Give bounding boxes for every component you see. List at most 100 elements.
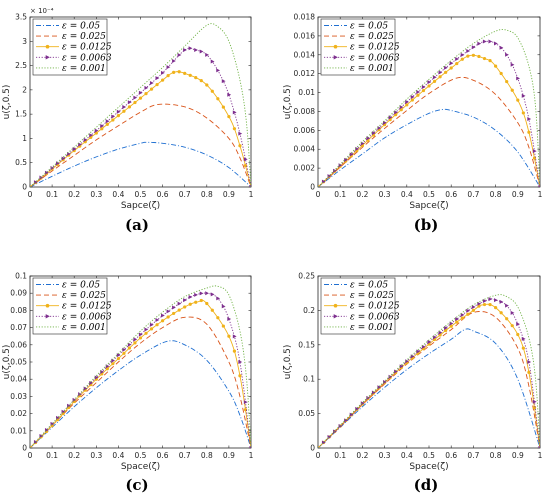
data-point <box>488 59 492 63</box>
y-tick-label: 0.1 <box>15 272 27 281</box>
series-line <box>30 340 251 448</box>
x-tick-label: 0 <box>28 190 33 199</box>
data-point <box>39 175 44 180</box>
data-point <box>538 185 540 187</box>
data-point <box>427 340 432 345</box>
data-point <box>333 168 337 173</box>
data-point <box>438 75 442 79</box>
data-point <box>116 109 121 114</box>
legend-label: ε = 0.0125 <box>350 43 400 53</box>
data-point <box>238 144 242 148</box>
data-point <box>155 82 159 87</box>
chart-panel: 0 0.1 0.2 0.3 0.4 0.5 0.6 0.7 0.8 0.9 1 0 0.002 0.004… <box>283 13 543 235</box>
y-axis-label: u(ζ,0.5) <box>2 85 12 120</box>
data-point <box>133 100 137 105</box>
data-point <box>432 75 437 80</box>
data-point <box>394 369 398 374</box>
data-point <box>338 163 343 168</box>
data-point <box>494 64 498 68</box>
data-point <box>421 88 426 93</box>
data-point <box>466 312 470 316</box>
legend-label: ε = 0.05 <box>350 281 388 291</box>
data-point <box>499 45 504 50</box>
x-tick-label: 0.4 <box>112 451 124 460</box>
x-tick-label: 0.3 <box>379 451 391 460</box>
data-point <box>210 292 215 297</box>
data-point <box>194 75 198 80</box>
data-point <box>327 174 332 179</box>
legend-label: ε = 0.025 <box>62 32 106 42</box>
data-point <box>477 41 482 46</box>
legend-label: ε = 0.0063 <box>350 53 400 63</box>
legend-label: ε = 0.001 <box>62 64 106 74</box>
x-tick-label: 0.8 <box>490 190 502 199</box>
data-point <box>482 39 487 44</box>
data-point <box>177 70 181 74</box>
x-tick-label: 0.1 <box>46 190 58 199</box>
x-tick-label: 0.4 <box>401 190 413 199</box>
data-point <box>399 105 404 110</box>
data-point <box>410 98 414 102</box>
data-point <box>161 78 165 82</box>
data-point <box>94 131 98 135</box>
data-point <box>172 305 176 310</box>
data-point <box>89 133 93 138</box>
data-point <box>216 316 220 320</box>
data-point <box>249 446 251 448</box>
y-tick-label: 1 <box>22 134 27 143</box>
x-tick-label: 0.1 <box>334 451 346 460</box>
legend-marker <box>45 44 50 49</box>
panel-caption: (a) <box>125 216 149 234</box>
x-tick-label: 1 <box>538 451 543 460</box>
y-tick-label: 0 <box>22 444 27 453</box>
y-tick-label: 0.016 <box>294 31 316 40</box>
chart-panel: 0 0.1 0.2 0.3 0.4 0.5 0.6 0.7 0.8 0.9 1 0 0.01 0.02 0.… <box>2 272 254 495</box>
y-tick-label: 0.014 <box>294 50 316 59</box>
data-point <box>216 296 221 301</box>
data-point <box>127 342 132 347</box>
x-tick-label: 0.5 <box>423 451 435 460</box>
data-point <box>405 103 409 107</box>
data-point <box>405 100 409 104</box>
data-point <box>460 312 465 317</box>
data-point <box>188 46 193 51</box>
data-point <box>383 379 387 384</box>
data-point <box>177 308 181 312</box>
data-point <box>399 108 403 112</box>
x-tick-label: 0.4 <box>112 190 124 199</box>
data-point <box>33 180 38 185</box>
data-point <box>471 45 476 50</box>
data-point <box>488 39 493 44</box>
data-point <box>116 353 121 358</box>
data-point <box>238 131 243 136</box>
data-point <box>83 137 88 142</box>
data-point <box>161 70 165 75</box>
y-tick-label: 0.2 <box>303 306 315 315</box>
data-point <box>521 93 526 98</box>
data-point <box>477 54 481 59</box>
data-point <box>232 110 237 115</box>
data-point <box>505 303 509 308</box>
data-point <box>243 163 248 168</box>
data-point <box>494 306 498 310</box>
series-line <box>318 76 540 187</box>
data-point <box>394 110 398 115</box>
legend-label: ε = 0.0125 <box>62 302 112 312</box>
data-point <box>355 146 360 151</box>
data-point <box>216 97 220 101</box>
data-point <box>460 52 465 57</box>
legend-marker <box>333 55 338 60</box>
data-point <box>199 291 204 296</box>
x-tick-label: 0.4 <box>401 451 413 460</box>
data-point <box>466 308 471 313</box>
panel-caption: (d) <box>414 476 439 494</box>
data-point <box>455 317 459 322</box>
data-point <box>199 79 203 83</box>
series-markers <box>318 39 540 187</box>
data-point <box>78 142 82 147</box>
data-point <box>521 346 525 350</box>
data-point <box>521 111 525 115</box>
data-point <box>122 105 127 110</box>
data-point <box>221 304 226 309</box>
data-point <box>194 292 198 297</box>
